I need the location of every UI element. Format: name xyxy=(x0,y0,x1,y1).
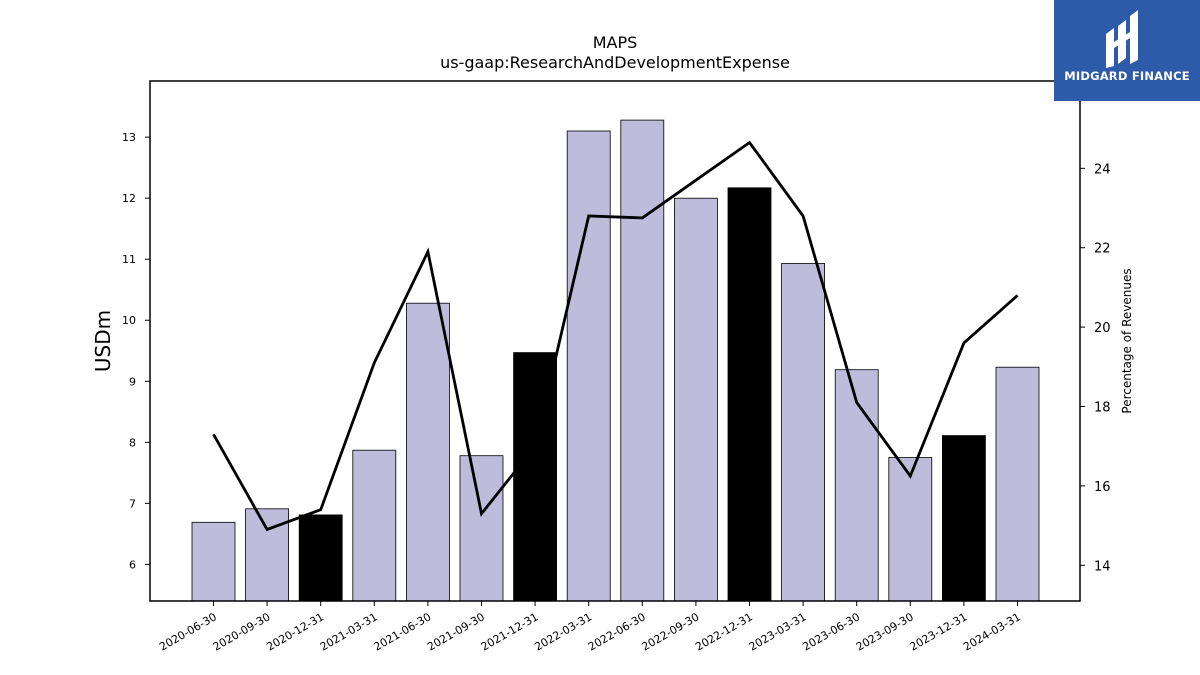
y2-tick-label: 24 xyxy=(1094,162,1111,177)
x-tick-label: 2022-03-31 xyxy=(532,610,594,653)
bar xyxy=(191,521,236,602)
x-tick-label: 2023-06-30 xyxy=(800,610,862,653)
line-series-layer xyxy=(212,140,1019,532)
x-tick-label: 2021-06-30 xyxy=(372,610,434,653)
bar xyxy=(781,263,825,602)
x-tick-label: 2023-03-31 xyxy=(747,610,809,653)
plot-frame xyxy=(149,80,1081,602)
bar xyxy=(995,366,1040,602)
x-tick-label: 2022-06-30 xyxy=(586,610,648,653)
bar xyxy=(888,457,933,602)
y2-tick-label: 18 xyxy=(1094,400,1111,415)
bar xyxy=(566,130,611,602)
bar xyxy=(834,369,879,602)
y-tick-label: 7 xyxy=(129,497,136,510)
x-tick-label: 2020-12-31 xyxy=(264,610,326,653)
y2-tick-label: 14 xyxy=(1094,559,1111,574)
bar xyxy=(620,119,665,602)
y-tick-label: 6 xyxy=(129,558,136,571)
bar xyxy=(405,302,450,602)
bar xyxy=(942,435,986,602)
bar-series xyxy=(191,119,1040,602)
y-tick-label: 8 xyxy=(129,436,136,449)
y2-tick-label: 22 xyxy=(1094,242,1111,257)
y2-tick-label: 16 xyxy=(1094,480,1111,495)
y-tick-label: 9 xyxy=(129,375,136,388)
x-axis: 2020-06-302020-09-302020-12-312021-03-31… xyxy=(157,601,1023,654)
bar xyxy=(459,455,504,602)
x-tick-label: 2020-09-30 xyxy=(211,610,273,653)
chart-subtitle: us-gaap:ResearchAndDevelopmentExpense xyxy=(440,53,790,72)
percentage-line xyxy=(212,140,1019,532)
right-axis: 14 16 18 20 22 24 xyxy=(1080,162,1111,574)
x-tick-label: 2024-03-31 xyxy=(961,610,1023,653)
y-tick-label: 10 xyxy=(122,314,136,327)
y-axis-label: USDm xyxy=(91,310,115,372)
y2-axis-label: Percentage of Revenues xyxy=(1120,268,1134,413)
bar xyxy=(298,514,343,602)
x-tick-label: 2021-09-30 xyxy=(425,610,487,653)
y-tick-label: 11 xyxy=(122,253,136,266)
y-tick-label: 12 xyxy=(122,192,136,205)
chart-title: MAPS xyxy=(593,33,638,52)
y-tick-label: 13 xyxy=(122,131,136,144)
bar xyxy=(727,187,772,602)
x-tick-label: 2023-12-31 xyxy=(908,610,970,653)
bar xyxy=(352,449,397,602)
x-tick-label: 2022-09-30 xyxy=(640,610,702,653)
x-tick-label: 2023-09-30 xyxy=(854,610,916,653)
brand-logo: MIDGARD FINANCE xyxy=(1054,0,1200,101)
bar xyxy=(513,352,557,602)
x-tick-label: 2021-12-31 xyxy=(479,610,541,653)
y2-tick-label: 20 xyxy=(1094,321,1111,336)
x-tick-label: 2021-03-31 xyxy=(318,610,380,653)
midgard-logo-icon xyxy=(1106,10,1138,68)
bar xyxy=(674,197,718,602)
left-axis: 6 7 8 9 10 11 12 13 xyxy=(122,131,150,571)
x-tick-label: 2022-12-31 xyxy=(693,610,755,653)
x-tick-label: 2020-06-30 xyxy=(157,610,219,653)
logo-text: MIDGARD FINANCE xyxy=(1064,69,1190,83)
